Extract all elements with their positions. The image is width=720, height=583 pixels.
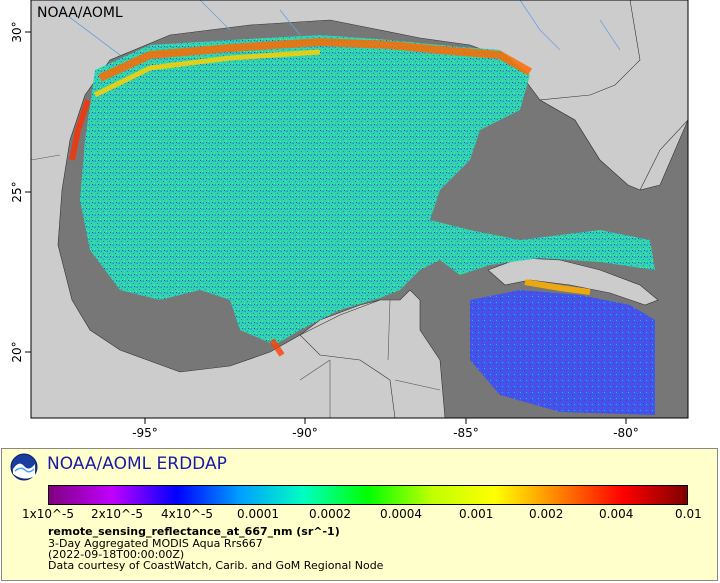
colorbar-label: 0.004 (599, 507, 634, 521)
lon-axis: -95° -90° -85° -80° (132, 418, 639, 440)
data-credit: Data courtesy of CoastWatch, Carib. and … (48, 559, 384, 572)
gulf-reflectance-field (80, 35, 655, 345)
lon-tick-label: -85° (453, 426, 479, 440)
colorbar-label: 4x10^-5 (161, 507, 214, 521)
river-lines (59, 0, 621, 56)
dataset-time: (2022-09-18T00:00:00Z) (48, 548, 185, 561)
lon-tick-label: -90° (292, 426, 318, 440)
legend-panel (1, 448, 718, 581)
coastal-high-reflectance-west (69, 99, 91, 161)
border-lines (30, 154, 441, 418)
map-panel: -95° -90° -85° -80° 30° 25° 20° NOAA/AOM… (10, 0, 689, 440)
coastal-high-reflectance-cuba (524, 279, 591, 295)
colorbar-label: 0.002 (529, 507, 564, 521)
colorbar-label: 2x10^-5 (91, 507, 144, 521)
lat-tick-label: 30° (10, 21, 24, 42)
lat-tick-label: 20° (10, 341, 24, 362)
variable-label: remote_sensing_reflectance_at_667_nm (sr… (48, 525, 340, 538)
colorbar-label: 0.0002 (309, 507, 351, 521)
caribbean-reflectance-field (470, 290, 655, 415)
dataset-description: 3-Day Aggregated MODIS Aqua Rrs667 (48, 537, 263, 550)
lat-axis: 30° 25° 20° (10, 21, 31, 363)
colorbar (48, 485, 688, 505)
legend-title: NOAA/AOML ERDDAP (47, 454, 227, 474)
colorbar-label: 0.0004 (380, 507, 422, 521)
lat-tick-label: 25° (10, 181, 24, 202)
map-canvas: -95° -90° -85° -80° 30° 25° 20° (10, 0, 689, 440)
lon-tick-label: -95° (132, 426, 158, 440)
noaa-logo-icon (10, 453, 38, 481)
map-frame-border (30, 0, 689, 419)
colorbar-label: 0.0001 (237, 507, 279, 521)
colorbar-label: 0.001 (459, 507, 494, 521)
coastal-high-reflectance-north (98, 37, 532, 82)
coastal-high-reflectance-campeche (269, 338, 285, 357)
colorbar-label: 0.01 (675, 507, 702, 521)
map-watermark: NOAA/AOML (37, 5, 123, 21)
coastal-high-reflectance-inner (93, 49, 321, 98)
lon-tick-label: -80° (613, 426, 639, 440)
colorbar-label: 1x10^-5 (22, 507, 75, 521)
land-yucatan (299, 289, 446, 419)
